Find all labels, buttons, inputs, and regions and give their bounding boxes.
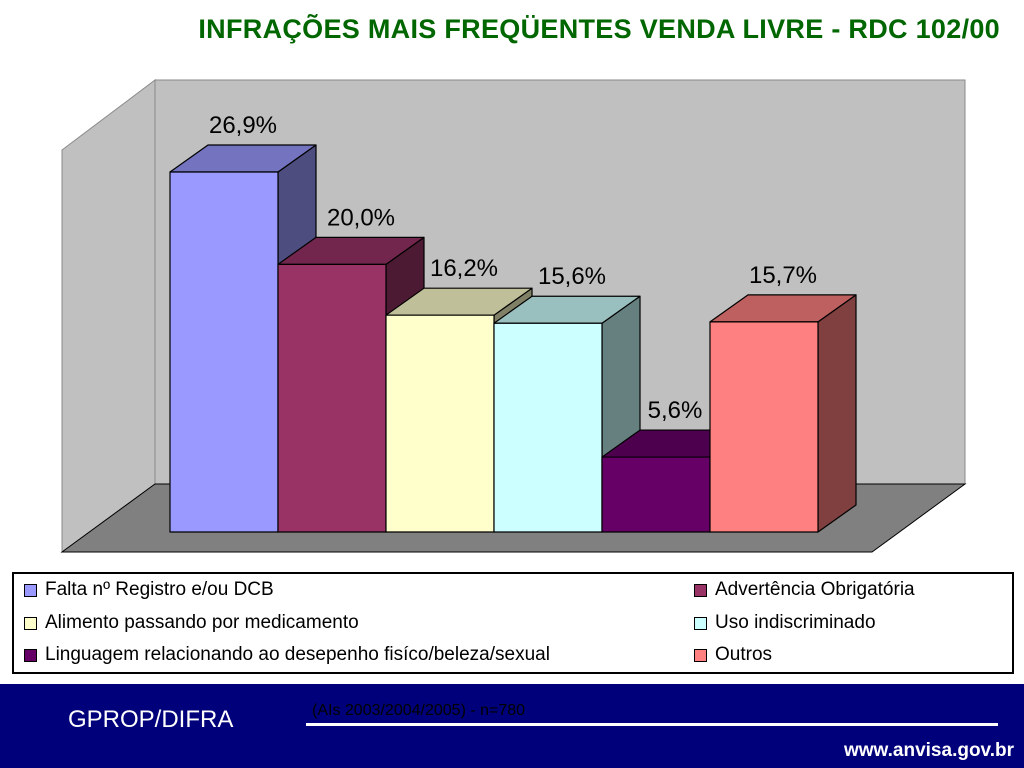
data-label: 26,9% bbox=[209, 112, 277, 139]
side-wall bbox=[61, 78, 156, 553]
bar-front bbox=[493, 322, 603, 533]
legend-label: Linguagem relacionando ao desepenho fisí… bbox=[45, 644, 550, 665]
legend-label: Falta nº Registro e/ou DCB bbox=[45, 579, 274, 600]
legend-item-outros: Outros bbox=[694, 644, 772, 666]
legend-item-alimento: Alimento passando por medicamento bbox=[24, 612, 359, 634]
bar-front bbox=[709, 321, 819, 533]
legend-item-advertencia: Advertência Obrigatória bbox=[694, 579, 915, 601]
bar-front bbox=[169, 171, 279, 533]
legend-swatch bbox=[694, 583, 707, 597]
legend-label: Advertência Obrigatória bbox=[715, 579, 915, 600]
bars-group bbox=[169, 144, 857, 533]
data-labels-group: 26,9% 20,0% 16,2% 15,6% 5,6% 15,7% bbox=[209, 112, 817, 424]
data-label: 15,7% bbox=[749, 262, 817, 289]
legend-swatch bbox=[694, 616, 707, 630]
footer-note: (AIs 2003/2004/2005) - n=780 bbox=[312, 702, 526, 719]
footer-org: GPROP/DIFRA bbox=[68, 706, 234, 733]
footer-rule bbox=[306, 723, 998, 726]
data-label: 16,2% bbox=[430, 255, 498, 282]
legend-swatch bbox=[24, 648, 37, 662]
bar-front bbox=[385, 314, 495, 533]
legend-swatch bbox=[24, 616, 37, 630]
footer-bar: GPROP/DIFRA (AIs 2003/2004/2005) - n=780… bbox=[0, 684, 1024, 768]
bar-front bbox=[601, 456, 711, 533]
data-label: 15,6% bbox=[538, 263, 606, 290]
legend-swatch bbox=[694, 648, 707, 662]
data-label: 5,6% bbox=[648, 397, 703, 424]
footer-url-link[interactable]: www.anvisa.gov.br bbox=[844, 740, 1014, 761]
data-label: 20,0% bbox=[327, 204, 395, 231]
legend-item-uso-indiscriminado: Uso indiscriminado bbox=[694, 612, 876, 634]
legend-swatch bbox=[24, 583, 37, 597]
chart-title: INFRAÇÕES MAIS FREQÜENTES VENDA LIVRE - … bbox=[198, 14, 1000, 44]
legend-label: Outros bbox=[715, 644, 773, 665]
legend-item-linguagem: Linguagem relacionando ao desepenho fisí… bbox=[24, 644, 550, 666]
legend-label: Uso indiscriminado bbox=[715, 612, 876, 633]
bar bbox=[709, 294, 857, 533]
legend-label: Alimento passando por medicamento bbox=[45, 612, 359, 633]
legend: Falta nº Registro e/ou DCB Advertência O… bbox=[12, 572, 1014, 674]
bar-side bbox=[817, 294, 857, 533]
legend-item-falta-registro: Falta nº Registro e/ou DCB bbox=[24, 579, 274, 601]
bar-front bbox=[277, 263, 387, 533]
chart-plot: 26,9% 20,0% 16,2% 15,6% 5,6% 15,7% bbox=[60, 78, 967, 553]
